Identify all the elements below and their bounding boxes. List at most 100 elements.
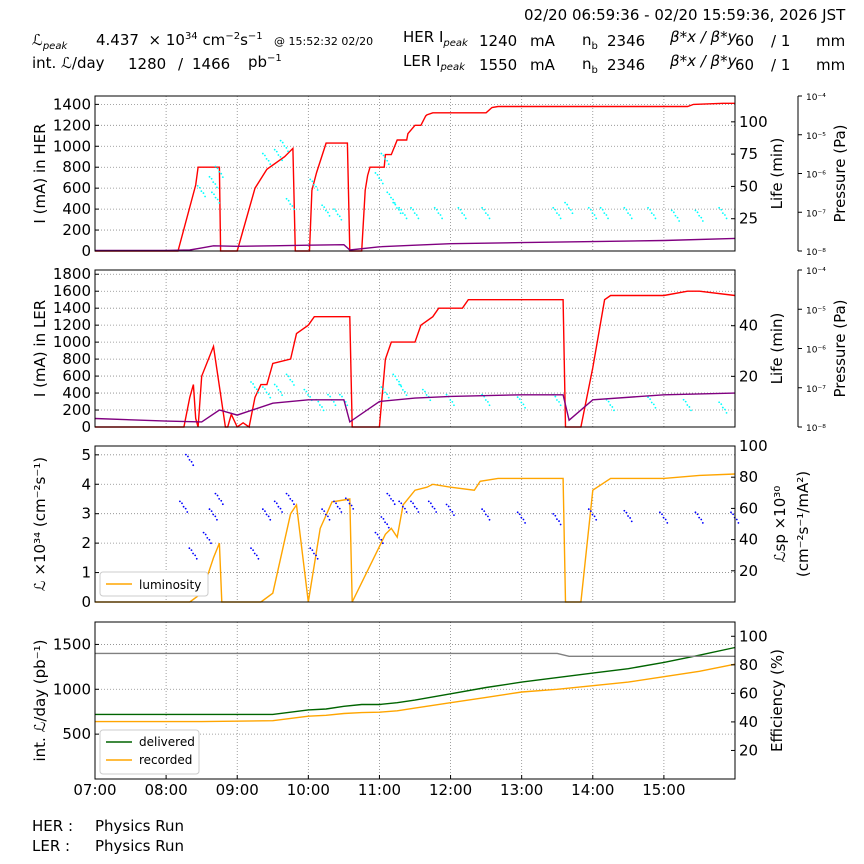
specific-point: [285, 492, 288, 495]
intl-value-b: 1466: [192, 55, 231, 73]
life-point: [200, 190, 203, 193]
life-point: [332, 400, 335, 403]
life-point: [313, 183, 315, 186]
life-point: [303, 388, 306, 391]
life-point: [396, 378, 398, 381]
x-tick-label: 11:00: [358, 781, 401, 799]
life-point: [329, 395, 332, 398]
specific-point: [732, 513, 734, 516]
specific-point: [623, 509, 626, 512]
life-point: [281, 159, 284, 162]
panel-lumi: 0 1 2 3 4 5 20 40 60 80 100 ℒ ×10³⁴ (cm⁻²s⁻¹) ℒsp ×1…: [31, 437, 812, 611]
specific-point: [516, 511, 519, 514]
life-point: [404, 390, 406, 393]
life-point: [483, 208, 486, 211]
specific-point: [348, 502, 351, 505]
specific-point: [384, 521, 386, 524]
nb-ler-label: nb: [582, 55, 598, 76]
current-line: [95, 102, 735, 252]
life-point: [264, 388, 266, 390]
life-point: [559, 217, 562, 220]
life-point: [392, 373, 395, 376]
specific-point: [350, 504, 353, 507]
specific-point: [186, 511, 189, 513]
time-range: 02/20 06:59:36 - 02/20 15:59:36, 2026 JS…: [524, 6, 846, 24]
specific-point: [293, 503, 295, 506]
y2-tick-label: 100: [739, 437, 768, 455]
y-tick-label: 500: [62, 725, 91, 743]
specific-point: [216, 494, 219, 497]
life-point: [630, 217, 633, 220]
life-point: [380, 386, 383, 388]
life-point: [417, 217, 420, 220]
specific-point: [182, 505, 185, 508]
life-point: [649, 208, 652, 211]
life-point: [399, 384, 402, 386]
life-point: [650, 212, 653, 215]
panel-intl: 500 1000 1500 20 40 60 80 100 int. ℒ/day (pb⁻¹) E…: [31, 621, 786, 799]
life-point: [333, 208, 335, 211]
life-point: [305, 390, 308, 393]
specific-point: [429, 502, 432, 505]
life-point: [488, 217, 491, 220]
specific-point: [252, 549, 255, 551]
efficiency-line: [95, 652, 735, 657]
life-point: [564, 201, 566, 204]
life-point: [461, 212, 464, 215]
life-point: [605, 214, 608, 216]
life-point: [398, 380, 400, 383]
y2-tick-label: 75: [739, 145, 758, 163]
y-tick-label: 1000: [53, 137, 91, 155]
life-point: [425, 394, 428, 396]
specific-point: [250, 547, 252, 550]
y2-tick-label: 100: [739, 627, 768, 645]
life-point: [609, 404, 612, 406]
life-point: [457, 206, 460, 209]
life-point: [340, 218, 343, 221]
life-point: [214, 196, 217, 199]
life-point: [433, 206, 436, 209]
y-tick-label: 1600: [53, 282, 91, 300]
specific-point: [696, 513, 699, 516]
pressure-tick-label: 10⁻⁸: [806, 424, 826, 434]
specific-point: [388, 494, 391, 497]
specific-point: [206, 537, 209, 539]
y-tick-label: 600: [62, 367, 91, 385]
specific-point: [404, 507, 406, 510]
specific-point: [587, 508, 590, 511]
life-point: [321, 204, 324, 207]
specific-point: [281, 511, 284, 513]
legend-label-recorded: recorded: [139, 753, 192, 767]
legend-box: [99, 571, 209, 597]
life-point: [212, 181, 215, 184]
specific-point: [625, 511, 628, 514]
specific-point: [313, 552, 315, 555]
specific-point: [352, 507, 355, 510]
specific-point: [701, 522, 704, 524]
specific-point: [277, 505, 280, 508]
specific-point: [658, 511, 661, 514]
life-point: [287, 199, 290, 202]
life-point: [649, 398, 652, 401]
pressure-tick-label: 10⁻⁷: [806, 385, 826, 395]
life-point: [384, 391, 386, 394]
specific-point: [520, 516, 523, 519]
life-point: [264, 154, 266, 157]
y-axis-label: I (mA) in HER: [31, 123, 49, 223]
y-tick-label: 1800: [53, 265, 91, 283]
ler-value: 1550: [479, 56, 518, 74]
specific-point: [556, 518, 558, 521]
footer-her-status: Physics Run: [95, 817, 185, 835]
life-point: [346, 404, 349, 407]
specific-point: [192, 552, 194, 555]
pressure-tick-label: 10⁻⁸: [806, 248, 826, 258]
specific-point: [208, 508, 211, 511]
life-point: [421, 388, 424, 391]
life-point: [652, 214, 655, 216]
life-point: [449, 399, 452, 401]
y2-tick-label: 20: [739, 562, 758, 580]
life-point: [459, 208, 462, 211]
y-tick-label: 200: [62, 221, 91, 239]
life-point: [688, 406, 691, 408]
plot-frame: [94, 445, 736, 603]
